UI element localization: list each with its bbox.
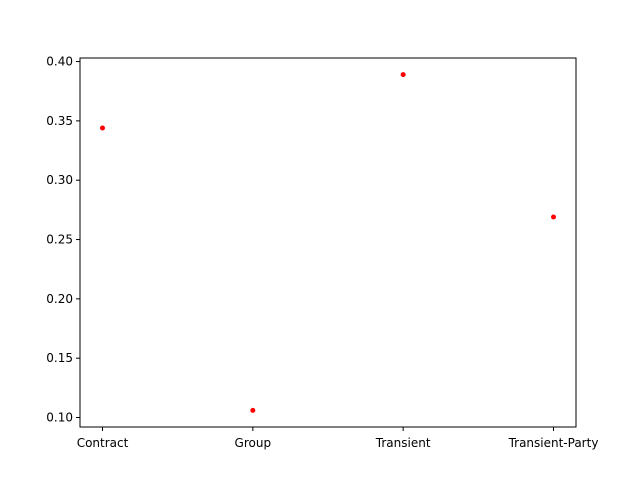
x-axis: Contract Group Transient Transient-Party: [77, 427, 599, 450]
x-tick-label: Contract: [77, 436, 129, 450]
y-tick-label: 0.15: [46, 351, 73, 365]
y-tick-label: 0.40: [46, 55, 73, 69]
data-point-transient-party: [551, 214, 556, 220]
data-point-contract: [100, 125, 105, 131]
y-tick-label: 0.10: [46, 411, 73, 425]
x-tick-label: Transient-Party: [508, 436, 599, 450]
data-points: [100, 72, 556, 413]
x-tick-label: Group: [235, 436, 272, 450]
y-axis: 0.10 0.15 0.20 0.25 0.30 0.35 0.40: [46, 55, 80, 425]
plot-area: [79, 57, 577, 428]
x-tick-label: Transient: [375, 436, 431, 450]
y-tick-label: 0.30: [46, 173, 73, 187]
data-point-transient: [400, 72, 406, 78]
y-tick-label: 0.20: [46, 292, 73, 306]
data-point-group: [250, 407, 256, 413]
y-tick-label: 0.25: [46, 233, 73, 247]
y-tick-label: 0.35: [46, 114, 73, 128]
